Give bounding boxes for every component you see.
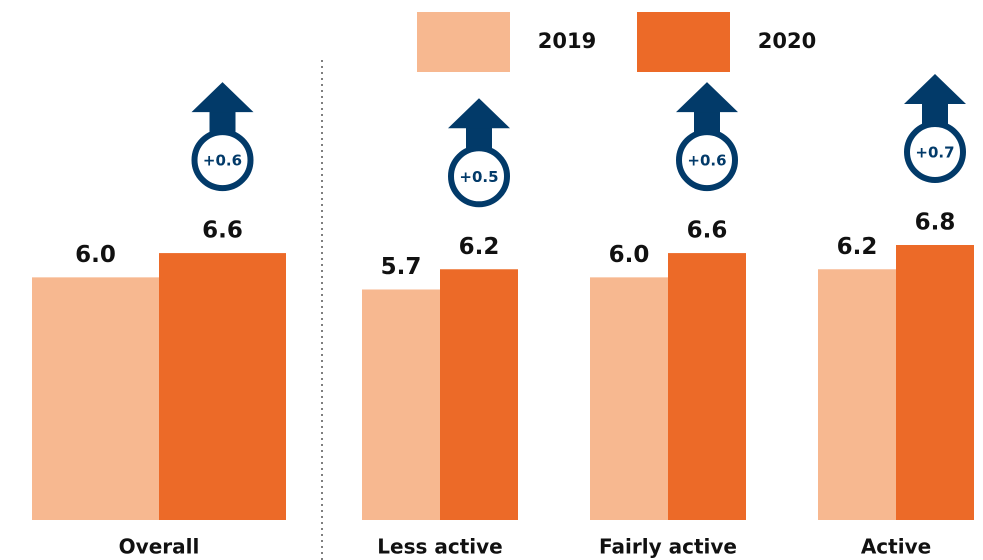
value-label: 6.2 bbox=[837, 234, 878, 260]
change-badge: +0.6 bbox=[191, 82, 254, 192]
bar bbox=[440, 269, 518, 520]
annotation: +0.6 bbox=[687, 152, 726, 170]
bar bbox=[590, 277, 668, 520]
value-label: 5.7 bbox=[381, 254, 422, 280]
arrow-head bbox=[904, 74, 966, 104]
legend-label: 2020 bbox=[758, 29, 816, 53]
bar bbox=[362, 289, 440, 520]
arrow-head bbox=[448, 98, 510, 129]
value-label: 6.2 bbox=[459, 234, 500, 260]
legend-swatch bbox=[417, 12, 510, 72]
badge-ring bbox=[191, 129, 254, 192]
value-label: 6.8 bbox=[915, 210, 956, 236]
bar bbox=[668, 253, 746, 520]
badge-ring bbox=[904, 121, 966, 183]
badge-ring bbox=[676, 129, 738, 192]
annotation: +0.7 bbox=[915, 144, 954, 162]
legend-swatch bbox=[637, 12, 730, 72]
x-tick-label: Overall bbox=[119, 535, 200, 559]
annotation: +0.5 bbox=[459, 168, 498, 186]
bar bbox=[159, 253, 286, 520]
value-label: 6.6 bbox=[687, 218, 728, 244]
annotation: +0.6 bbox=[203, 152, 242, 170]
x-tick-label: Fairly active bbox=[599, 535, 737, 559]
bar bbox=[896, 245, 974, 520]
value-label: 6.0 bbox=[609, 242, 650, 268]
x-tick-label: Less active bbox=[377, 535, 502, 559]
change-badge: +0.6 bbox=[676, 82, 738, 192]
value-label: 6.0 bbox=[75, 242, 116, 268]
change-badge: +0.7 bbox=[904, 74, 966, 183]
change-badge: +0.5 bbox=[448, 98, 510, 208]
bar bbox=[818, 269, 896, 520]
arrow-head bbox=[676, 82, 738, 113]
value-label: 6.6 bbox=[202, 218, 243, 244]
arrow-head bbox=[191, 82, 254, 113]
legend-label: 2019 bbox=[538, 29, 596, 53]
bar bbox=[32, 277, 159, 520]
x-tick-label: Active bbox=[861, 535, 931, 559]
badge-ring bbox=[448, 145, 510, 208]
